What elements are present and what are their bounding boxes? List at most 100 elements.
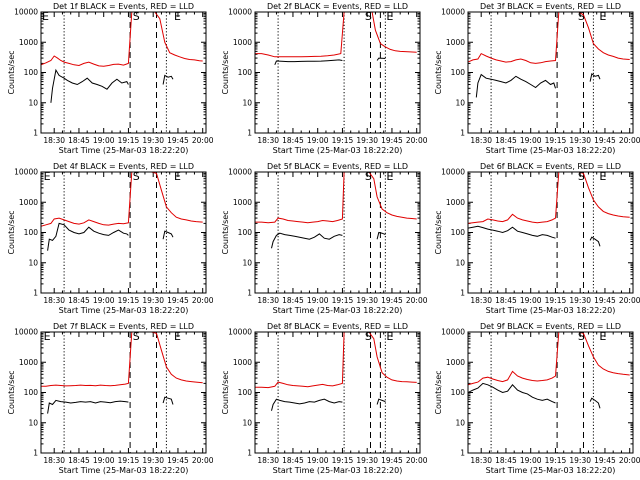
event-marker-label: E [599,330,606,343]
x-tick-label: 19:15 [118,136,140,145]
detector-panel: Det 8f BLACK = Events, RED = LLD Counts/s… [221,322,428,475]
y-tick-label: 100 [451,388,466,397]
events-series-line [50,68,129,103]
events-series-line [468,382,556,404]
x-tick-label: 19:45 [594,296,616,305]
x-tick-label: 18:45 [68,136,90,145]
event-marker-label: S [578,170,585,183]
y-tick-label: 10000 [228,168,252,177]
plot-frame [467,331,634,454]
event-marker-label: E [599,10,606,23]
events-series-line [162,74,174,85]
x-tick-label: 20:00 [192,456,214,465]
x-axis-title: Start Time (25-Mar-03 18:22:20) [486,306,616,315]
x-tick-label: 19:00 [93,136,115,145]
y-tick-label: 1 [460,129,465,138]
x-tick-label: 19:15 [545,136,567,145]
x-tick-label: 19:30 [356,136,378,145]
x-tick-label: 18:30 [43,136,65,145]
y-tick-label: 10 [455,258,465,267]
x-tick-label: 18:45 [68,456,90,465]
events-series-line [376,231,386,240]
y-tick-label: 10000 [441,8,465,17]
y-tick-label: 1 [33,289,38,298]
event-marker-label: E [174,170,181,183]
x-tick-label: 18:45 [495,136,517,145]
event-marker-label: E [44,170,51,183]
panel-title: Det 4f BLACK = Events, RED = LLD [53,162,194,171]
detector-panel: Det 2f BLACK = Events, RED = LLD Counts/s… [221,2,428,155]
y-tick-label: 100 [24,388,39,397]
x-tick-label: 20:00 [406,456,428,465]
y-tick-label: 10000 [14,168,38,177]
x-tick-label: 18:30 [470,136,492,145]
y-tick-label: 10 [455,98,465,107]
x-axis-title: Start Time (25-Mar-03 18:22:20) [59,466,189,475]
y-tick-label: 1000 [233,38,252,47]
events-series-line [475,73,556,98]
x-tick-label: 18:45 [282,456,304,465]
plot-frame [467,171,634,294]
events-series-line [271,398,343,411]
x-tick-label: 19:45 [167,296,189,305]
detector-panel: Det 7f BLACK = Events, RED = LLD Counts/s… [7,322,214,475]
x-tick-label: 18:45 [68,296,90,305]
x-tick-label: 19:30 [142,456,164,465]
x-tick-label: 19:30 [142,136,164,145]
x-tick-label: 18:30 [43,456,65,465]
x-tick-label: 19:45 [594,136,616,145]
x-tick-label: 18:45 [282,136,304,145]
y-axis-title: Counts/sec [7,370,16,414]
panel-title: Det 9f BLACK = Events, RED = LLD [480,322,621,331]
x-tick-label: 19:00 [307,456,329,465]
event-marker-label: S [365,170,372,183]
event-marker-label: S [133,10,140,23]
events-series-line [376,57,386,61]
x-tick-label: 19:15 [545,456,567,465]
events-series-line [162,396,174,405]
x-tick-label: 19:00 [520,296,542,305]
y-tick-label: 1000 [446,198,465,207]
x-axis-title: Start Time (25-Mar-03 18:22:20) [273,146,403,155]
panel-title: Det 8f BLACK = Events, RED = LLD [267,322,408,331]
y-tick-label: 10 [28,258,38,267]
events-series-line [589,73,601,82]
event-marker-label: E [599,170,606,183]
lld-series-line [468,11,630,64]
lld-series-line [41,11,203,67]
x-tick-label: 18:30 [43,296,65,305]
y-tick-label: 10000 [441,168,465,177]
x-tick-label: 20:00 [406,136,428,145]
y-tick-label: 1 [247,289,252,298]
x-tick-label: 18:30 [257,296,279,305]
events-series-line [47,399,129,414]
x-axis-title: Start Time (25-Mar-03 18:22:20) [273,306,403,315]
panel-title: Det 1f BLACK = Events, RED = LLD [53,2,194,11]
events-series-line [468,225,556,239]
x-tick-label: 18:45 [495,296,517,305]
y-tick-label: 10000 [228,8,252,17]
y-axis-title: Counts/sec [7,210,16,254]
panel-title: Det 6f BLACK = Events, RED = LLD [480,162,621,171]
events-series-line [274,59,343,65]
lld-series-line [255,171,417,224]
x-tick-label: 20:00 [619,456,640,465]
plot-frame [40,11,207,134]
y-axis-title: Counts/sec [221,370,230,414]
x-tick-label: 20:00 [619,136,640,145]
event-marker-label: E [42,10,49,23]
x-axis-title: Start Time (25-Mar-03 18:22:20) [486,146,616,155]
x-tick-label: 19:15 [545,296,567,305]
y-tick-label: 100 [24,68,39,77]
y-tick-label: 100 [238,68,253,77]
plot-frame [254,171,421,294]
event-marker-label: E [44,330,51,343]
y-tick-label: 100 [451,228,466,237]
x-axis-title: Start Time (25-Mar-03 18:22:20) [59,146,189,155]
y-axis-title: Counts/sec [434,370,443,414]
x-tick-label: 18:30 [257,456,279,465]
y-tick-label: 1000 [19,198,38,207]
detector-panel: Det 6f BLACK = Events, RED = LLD Counts/s… [434,162,640,315]
x-axis-title: Start Time (25-Mar-03 18:22:20) [486,466,616,475]
panel-title: Det 2f BLACK = Events, RED = LLD [267,2,408,11]
